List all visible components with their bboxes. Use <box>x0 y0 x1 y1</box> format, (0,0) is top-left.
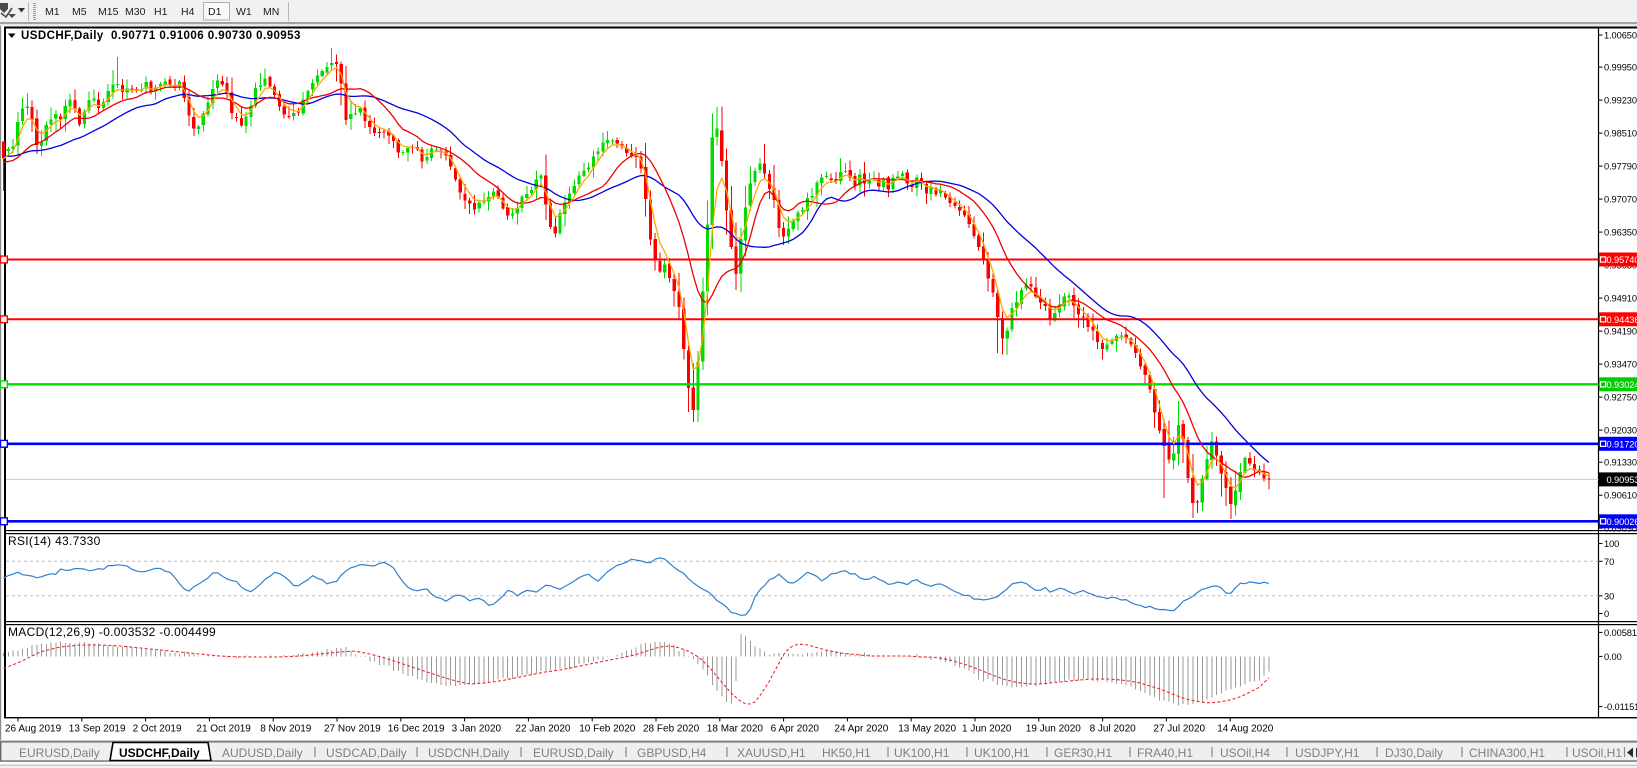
svg-text:D1: D1 <box>208 6 222 18</box>
svg-text:RSI(14) 43.7330: RSI(14) 43.7330 <box>8 534 101 548</box>
svg-text:0.89890: 0.89890 <box>1604 524 1637 534</box>
svg-text:FRA40,H1: FRA40,H1 <box>1137 746 1193 760</box>
svg-text:USOil,H1: USOil,H1 <box>1572 746 1622 760</box>
svg-text:W1: W1 <box>236 6 252 18</box>
svg-text:M1: M1 <box>45 6 60 18</box>
svg-text:16 Dec 2019: 16 Dec 2019 <box>388 724 445 735</box>
svg-text:0.97070: 0.97070 <box>1604 195 1637 205</box>
svg-text:1 Jun 2020: 1 Jun 2020 <box>962 724 1012 735</box>
svg-text:USOil,H4: USOil,H4 <box>1220 746 1270 760</box>
svg-text:GER30,H1: GER30,H1 <box>1054 746 1112 760</box>
svg-text:MACD(12,26,9) -0.003532 -0.004: MACD(12,26,9) -0.003532 -0.004499 <box>8 625 216 639</box>
svg-text:14 Aug 2020: 14 Aug 2020 <box>1217 724 1274 735</box>
svg-text:EURUSD,Daily: EURUSD,Daily <box>19 746 100 760</box>
svg-text:M30: M30 <box>125 6 146 18</box>
svg-text:USDCHF,Daily: USDCHF,Daily <box>119 746 200 760</box>
svg-text:H4: H4 <box>181 6 195 18</box>
svg-text:10 Feb 2020: 10 Feb 2020 <box>579 724 636 735</box>
svg-text:0.94436: 0.94436 <box>1607 315 1637 325</box>
svg-text:0: 0 <box>1604 609 1609 619</box>
svg-text:0.92750: 0.92750 <box>1604 393 1637 403</box>
svg-text:0.005818: 0.005818 <box>1604 628 1637 638</box>
svg-text:21 Oct 2019: 21 Oct 2019 <box>196 724 251 735</box>
svg-text:27 Jul 2020: 27 Jul 2020 <box>1153 724 1205 735</box>
svg-text:0.90953: 0.90953 <box>1607 475 1637 485</box>
svg-text:H1: H1 <box>154 6 168 18</box>
svg-text:GBPUSD,H4: GBPUSD,H4 <box>637 746 707 760</box>
svg-text:8 Jul 2020: 8 Jul 2020 <box>1090 724 1137 735</box>
svg-text:2 Oct 2019: 2 Oct 2019 <box>133 724 182 735</box>
svg-text:EURUSD,Daily: EURUSD,Daily <box>533 746 614 760</box>
svg-text:XAUUSD,H1: XAUUSD,H1 <box>737 746 806 760</box>
svg-text:1.00650: 1.00650 <box>1604 31 1637 41</box>
svg-text:27 Nov 2019: 27 Nov 2019 <box>324 724 381 735</box>
svg-text:100: 100 <box>1604 539 1619 549</box>
svg-text:0.99950: 0.99950 <box>1604 63 1637 73</box>
svg-text:30: 30 <box>1604 591 1614 601</box>
svg-text:0.95740: 0.95740 <box>1607 255 1637 265</box>
svg-text:0.96350: 0.96350 <box>1604 228 1637 238</box>
svg-text:0.98510: 0.98510 <box>1604 129 1637 139</box>
svg-text:13 Sep 2019: 13 Sep 2019 <box>69 724 126 735</box>
svg-text:UK100,H1: UK100,H1 <box>974 746 1030 760</box>
svg-text:3 Jan 2020: 3 Jan 2020 <box>452 724 502 735</box>
svg-text:USDCAD,Daily: USDCAD,Daily <box>326 746 407 760</box>
svg-text:0.94910: 0.94910 <box>1604 294 1637 304</box>
svg-text:0.91330: 0.91330 <box>1604 458 1637 468</box>
svg-text:8 Nov 2019: 8 Nov 2019 <box>260 724 312 735</box>
svg-text:13 May 2020: 13 May 2020 <box>898 724 956 735</box>
svg-text:0.93024: 0.93024 <box>1607 380 1637 390</box>
svg-text:0.94190: 0.94190 <box>1604 327 1637 337</box>
svg-text:22 Jan 2020: 22 Jan 2020 <box>515 724 570 735</box>
svg-text:-0.01151: -0.01151 <box>1604 702 1637 712</box>
svg-text:26 Aug 2019: 26 Aug 2019 <box>5 724 62 735</box>
svg-text:DJ30,Daily: DJ30,Daily <box>1385 746 1443 760</box>
svg-text:0.97790: 0.97790 <box>1604 162 1637 172</box>
svg-text:USDCNH,Daily: USDCNH,Daily <box>428 746 509 760</box>
svg-text:MN: MN <box>263 6 279 18</box>
svg-text:19 Jun 2020: 19 Jun 2020 <box>1026 724 1081 735</box>
svg-text:0.99230: 0.99230 <box>1604 96 1637 106</box>
svg-text:6 Apr 2020: 6 Apr 2020 <box>771 724 820 735</box>
svg-text:M15: M15 <box>98 6 119 18</box>
svg-text:AUDUSD,Daily: AUDUSD,Daily <box>222 746 303 760</box>
svg-text:USDCHF,Daily 0.90771 0.91006: USDCHF,Daily 0.90771 0.91006 0.90730 0.9… <box>21 30 301 42</box>
svg-text:0.90026: 0.90026 <box>1607 517 1637 527</box>
svg-text:18 Mar 2020: 18 Mar 2020 <box>707 724 764 735</box>
svg-text:28 Feb 2020: 28 Feb 2020 <box>643 724 700 735</box>
svg-text:HK50,H1: HK50,H1 <box>822 746 871 760</box>
svg-text:CHINA300,H1: CHINA300,H1 <box>1469 746 1545 760</box>
svg-text:M5: M5 <box>72 6 87 18</box>
svg-text:24 Apr 2020: 24 Apr 2020 <box>834 724 888 735</box>
svg-text:0.00: 0.00 <box>1604 652 1622 662</box>
svg-text:UK100,H1: UK100,H1 <box>894 746 950 760</box>
svg-text:0.93470: 0.93470 <box>1604 360 1637 370</box>
svg-text:70: 70 <box>1604 557 1614 567</box>
svg-text:0.91720: 0.91720 <box>1607 439 1637 449</box>
svg-text:0.90610: 0.90610 <box>1604 491 1637 501</box>
svg-text:USDJPY,H1: USDJPY,H1 <box>1295 746 1360 760</box>
svg-text:0.92030: 0.92030 <box>1604 426 1637 436</box>
